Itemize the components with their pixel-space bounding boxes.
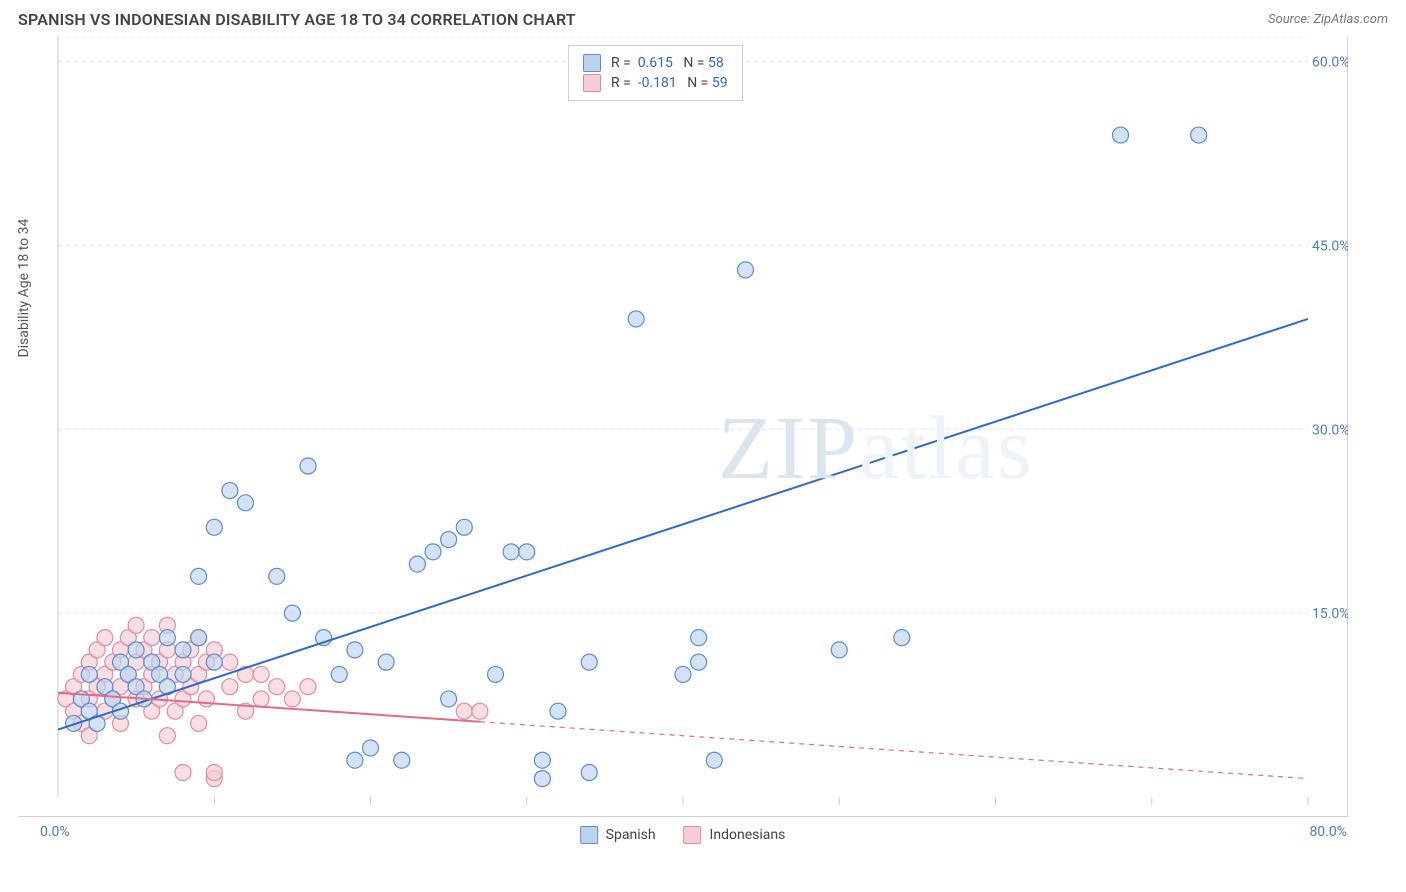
scatter-point <box>97 630 113 646</box>
series-swatch <box>583 54 601 72</box>
scatter-point <box>81 666 97 682</box>
scatter-point <box>269 568 285 584</box>
scatter-point <box>284 691 300 707</box>
scatter-point <box>831 642 847 658</box>
scatter-chart: Disability Age 18 to 34 15.0% 30.0% 45.0% 6… <box>18 37 1348 817</box>
scatter-point <box>222 679 238 695</box>
scatter-point <box>363 740 379 756</box>
scatter-point <box>738 262 754 278</box>
scatter-point <box>175 764 191 780</box>
scatter-point <box>409 556 425 572</box>
stats-row: R = -0.181 N = 59 <box>583 74 728 92</box>
scatter-point <box>198 691 214 707</box>
scatter-point <box>441 691 457 707</box>
scatter-point <box>206 654 222 670</box>
scatter-point <box>253 691 269 707</box>
scatter-point <box>1191 127 1207 143</box>
scatter-point <box>456 703 472 719</box>
scatter-point <box>691 654 707 670</box>
chart-title: SPANISH VS INDONESIAN DISABILITY AGE 18 … <box>18 10 576 29</box>
scatter-point <box>159 728 175 744</box>
series-legend: Spanish Indonesians <box>580 826 786 844</box>
legend-swatch <box>580 826 598 844</box>
scatter-point <box>253 666 269 682</box>
legend-label: Indonesians <box>710 827 786 843</box>
scatter-point <box>519 544 535 560</box>
scatter-point <box>488 666 504 682</box>
scatter-point <box>159 630 175 646</box>
source-name: ZipAtlas.com <box>1313 12 1388 27</box>
chart-header: SPANISH VS INDONESIAN DISABILITY AGE 18 … <box>0 0 1406 37</box>
scatter-point <box>269 679 285 695</box>
scatter-point <box>534 752 550 768</box>
scatter-point <box>222 654 238 670</box>
scatter-point <box>628 311 644 327</box>
scatter-point <box>534 771 550 787</box>
legend-label: Spanish <box>606 827 656 843</box>
scatter-point <box>378 654 394 670</box>
scatter-point <box>581 654 597 670</box>
scatter-point <box>347 642 363 658</box>
legend-item: Indonesians <box>684 826 786 844</box>
scatter-point <box>1113 127 1129 143</box>
legend-item: Spanish <box>580 826 656 844</box>
series-swatch <box>583 74 601 92</box>
scatter-point <box>550 703 566 719</box>
scatter-point <box>300 679 316 695</box>
scatter-point <box>675 666 691 682</box>
scatter-point <box>441 532 457 548</box>
scatter-point <box>300 458 316 474</box>
stats-text: R = 0.615 N = 58 <box>611 55 724 71</box>
scatter-point <box>691 630 707 646</box>
x-axis-max-label: 80.0% <box>1309 824 1347 840</box>
scatter-point <box>206 519 222 535</box>
scatter-point <box>144 630 160 646</box>
scatter-point <box>472 703 488 719</box>
scatter-point <box>284 605 300 621</box>
scatter-point <box>706 752 722 768</box>
source-credit: Source: ZipAtlas.com <box>1268 12 1388 27</box>
correlation-stats-box: R = 0.615 N = 58 R = -0.181 N = 59 <box>568 45 743 101</box>
scatter-point <box>238 495 254 511</box>
scatter-point <box>347 752 363 768</box>
y-tick-label: 30.0% <box>1312 422 1348 438</box>
scatter-point <box>128 617 144 633</box>
scatter-point <box>425 544 441 560</box>
scatter-point <box>394 752 410 768</box>
scatter-point <box>191 630 207 646</box>
scatter-point <box>191 568 207 584</box>
source-label: Source: <box>1268 12 1310 27</box>
y-tick-label: 45.0% <box>1312 238 1348 254</box>
scatter-point <box>503 544 519 560</box>
scatter-point <box>331 666 347 682</box>
scatter-point <box>206 764 222 780</box>
stats-row: R = 0.615 N = 58 <box>583 54 728 72</box>
scatter-point <box>456 519 472 535</box>
scatter-point <box>894 630 910 646</box>
scatter-point <box>128 642 144 658</box>
scatter-point <box>581 764 597 780</box>
x-axis-min-label: 0.0% <box>40 824 70 840</box>
y-tick-label: 60.0% <box>1312 55 1348 71</box>
stats-text: R = -0.181 N = 59 <box>611 75 728 91</box>
scatter-point <box>191 715 207 731</box>
y-axis-label: Disability Age 18 to 34 <box>16 218 32 357</box>
y-tick-label: 15.0% <box>1312 606 1348 622</box>
legend-swatch <box>684 826 702 844</box>
scatter-point <box>175 666 191 682</box>
scatter-point <box>222 483 238 499</box>
scatter-point <box>175 642 191 658</box>
